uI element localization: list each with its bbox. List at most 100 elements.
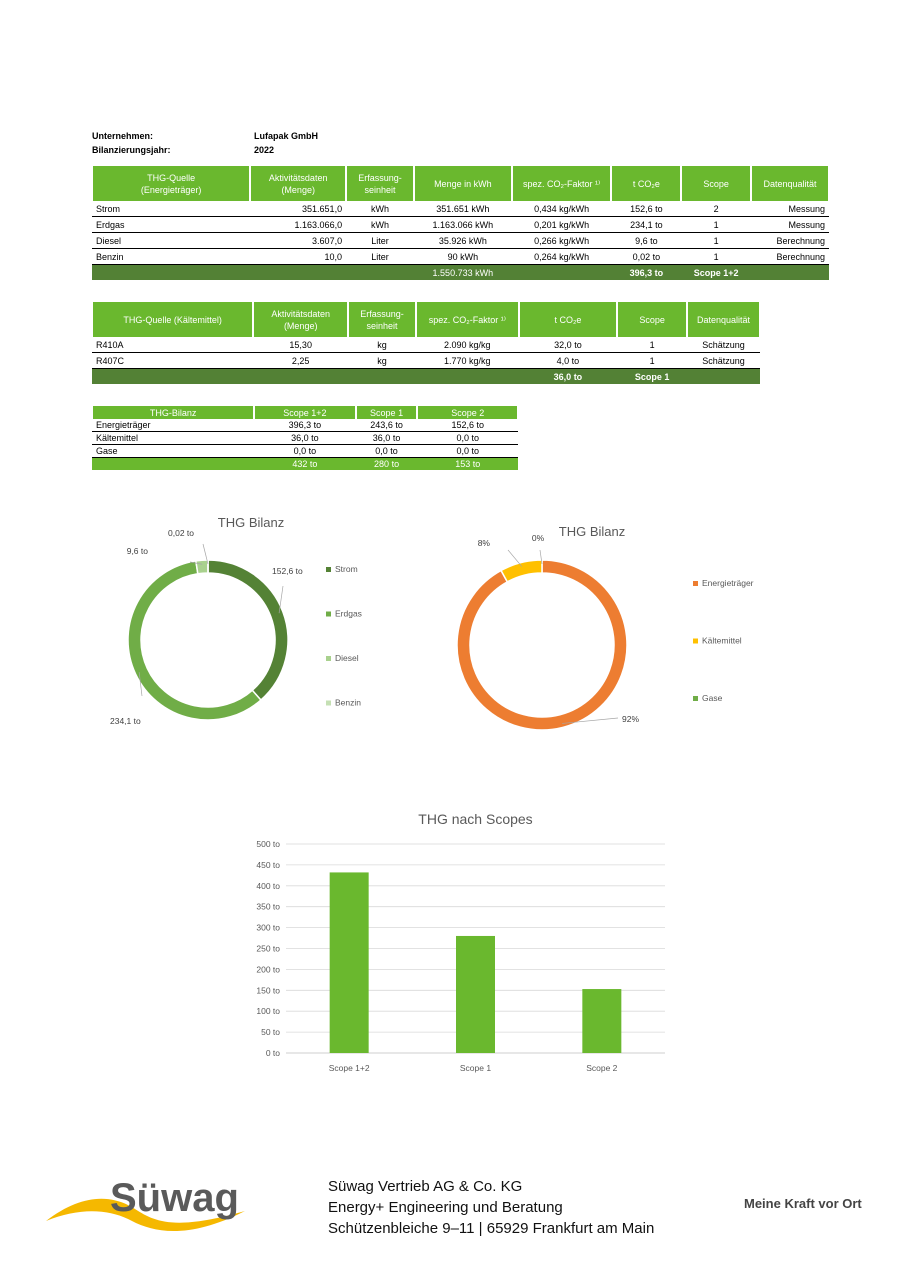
table-cell: kg — [348, 337, 416, 353]
donut-slice — [500, 559, 543, 583]
leader-line — [202, 543, 209, 565]
footer-address-line: Energy+ Engineering und Beratung — [328, 1199, 563, 1216]
bar — [329, 872, 369, 1053]
table-cell: 0,02 to — [611, 248, 682, 265]
table-cell: Diesel — [92, 232, 251, 249]
y-tick-label: 300 to — [256, 923, 280, 933]
y-tick-label: 400 to — [256, 881, 280, 891]
table-cell — [92, 368, 254, 384]
total-cell: 432 to — [254, 457, 356, 470]
chart-title: THG Bilanz — [218, 515, 284, 530]
y-tick-label: 0 to — [266, 1048, 280, 1058]
table-cell — [751, 264, 829, 280]
donut-chart-energy: THG Bilanz 152,6 to Strom 234,1 to Erdgas 9,6… — [110, 515, 362, 726]
y-tick-label: 500 to — [256, 839, 280, 849]
donut-slice — [194, 559, 209, 575]
table-cell: Erdgas — [92, 216, 251, 233]
leader-line — [562, 717, 619, 724]
table-cell: 4,0 to — [518, 352, 618, 369]
energy-header-cell: Datenqualität — [750, 166, 830, 201]
summary-header-cell: Scope 1+2 — [253, 406, 357, 419]
donut-slice — [127, 560, 262, 721]
table-cell: 90 kWh — [413, 248, 512, 265]
y-tick-label: 100 to — [256, 1006, 280, 1016]
table-cell: Kältemittel — [92, 431, 255, 445]
legend-swatch — [693, 638, 698, 644]
refrigerant-header-cell: Scope — [616, 302, 689, 337]
legend-swatch — [326, 611, 331, 617]
table-cell — [253, 368, 349, 384]
legend-swatch — [693, 581, 698, 586]
table-cell: R407C — [92, 352, 254, 369]
table-row: Benzin 10,0 Liter 90 kWh 0,264 kg/kWh 0,02 to… — [92, 248, 829, 265]
year-label: Bilanzierungsjahr: — [92, 145, 171, 155]
y-tick-label: 250 to — [256, 944, 280, 954]
table-cell: Schätzung — [687, 337, 760, 353]
total-scope: Scope 1 — [617, 368, 688, 384]
total-cell: 153 to — [417, 457, 518, 470]
donut-chart-bilanz: THG Bilanz 92% Energieträger 8% Kältemittel 0… — [456, 524, 754, 731]
year-value: 2022 — [254, 145, 275, 155]
footer-address-line: Süwag Vertrieb AG & Co. KG — [328, 1178, 523, 1195]
table-cell: 3.607,0 — [250, 232, 347, 249]
data-label: 9,6 to — [127, 546, 149, 556]
donut-slice — [456, 559, 628, 731]
company-value: Lufapak GmbH — [254, 131, 319, 141]
data-label: 0,02 to — [168, 528, 194, 538]
table-cell — [92, 264, 251, 280]
summary-header-cell: THG-Bilanz — [90, 406, 256, 419]
energy-header-row: THG-Quelle (Energieträger) Aktivitätsdate… — [90, 166, 830, 201]
table-cell: 152,6 to — [417, 419, 518, 432]
legend-swatch — [326, 567, 331, 572]
legend-label: Erdgas — [335, 609, 362, 619]
table-cell: 2,25 — [253, 352, 349, 369]
summary-header-cell: Scope 1 — [354, 406, 419, 419]
table-row: Strom 351.651,0 kWh 351.651 kWh 0,434 kg/kWh… — [92, 201, 829, 217]
legend-label: Gase — [702, 693, 723, 703]
table-row: Gase 0,0 to 0,0 to 0,0 to — [92, 444, 518, 458]
y-tick-label: 350 to — [256, 902, 280, 912]
table-cell: 1.770 kg/kg — [415, 352, 519, 369]
energy-table: THG-Quelle (Energieträger) Aktivitätsdate… — [90, 166, 830, 280]
table-cell: 234,1 to — [611, 216, 682, 233]
energy-total-row: 1.550.733 kWh 396,3 to Scope 1+2 — [92, 264, 829, 280]
table-cell: 0,264 kg/kWh — [511, 248, 612, 265]
table-cell: 0,0 to — [417, 444, 518, 458]
table-row: Kältemittel 36,0 to 36,0 to 0,0 to — [92, 431, 518, 445]
refrigerant-table: THG-Quelle (Kältemittel) Aktivitätsdaten … — [90, 302, 761, 384]
table-cell — [415, 368, 519, 384]
energy-header-cell: t CO₂e — [610, 166, 683, 201]
data-label: 92% — [622, 714, 639, 724]
table-cell — [250, 264, 347, 280]
summary-header-row: THG-Bilanz Scope 1+2 Scope 1 Scope 2 — [90, 406, 519, 419]
energy-header-cell: Aktivitätsdaten (Menge) — [249, 166, 348, 201]
x-tick-label: Scope 1+2 — [329, 1063, 370, 1073]
table-cell: 1.163.066 kWh — [413, 216, 512, 233]
table-cell: 0,434 kg/kWh — [511, 201, 612, 217]
y-tick-label: 50 to — [261, 1027, 280, 1037]
legend-swatch — [326, 700, 331, 706]
table-cell: 10,0 — [250, 248, 347, 265]
table-cell: Gase — [92, 444, 255, 458]
table-row: Energieträger 396,3 to 243,6 to 152,6 to — [92, 419, 518, 432]
leader-line — [138, 672, 143, 697]
table-cell — [346, 264, 414, 280]
table-row: R407C 2,25 kg 1.770 kg/kg 4,0 to 1 Schätzung — [92, 352, 760, 369]
table-cell: 1 — [681, 248, 752, 265]
table-cell: 1 — [617, 337, 688, 353]
table-cell — [687, 368, 760, 384]
table-cell: kWh — [346, 216, 414, 233]
total-cell: 280 to — [355, 457, 418, 470]
total-cell — [92, 457, 255, 470]
table-cell: 351.651,0 — [250, 201, 347, 217]
legend-swatch — [693, 696, 698, 701]
table-cell: 0,0 to — [355, 444, 418, 458]
table-cell: 0,0 to — [254, 444, 356, 458]
energy-header-cell: Scope — [680, 166, 753, 201]
total-tco2: 396,3 to — [611, 264, 682, 280]
legend-label: Diesel — [335, 653, 359, 663]
refrigerant-header-cell: Erfassung- seinheit — [347, 302, 417, 337]
chart-title: THG nach Scopes — [418, 811, 532, 827]
table-cell: 36,0 to — [254, 431, 356, 445]
table-cell: Berechnung — [751, 248, 829, 265]
